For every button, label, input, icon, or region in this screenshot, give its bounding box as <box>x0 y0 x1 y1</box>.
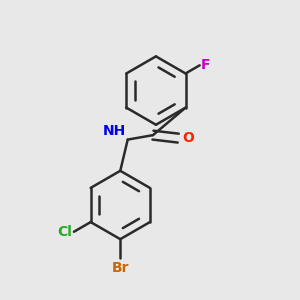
Text: F: F <box>201 58 211 72</box>
Text: Cl: Cl <box>58 225 73 239</box>
Text: Br: Br <box>112 261 129 275</box>
Text: O: O <box>182 131 194 145</box>
Text: NH: NH <box>103 124 126 138</box>
